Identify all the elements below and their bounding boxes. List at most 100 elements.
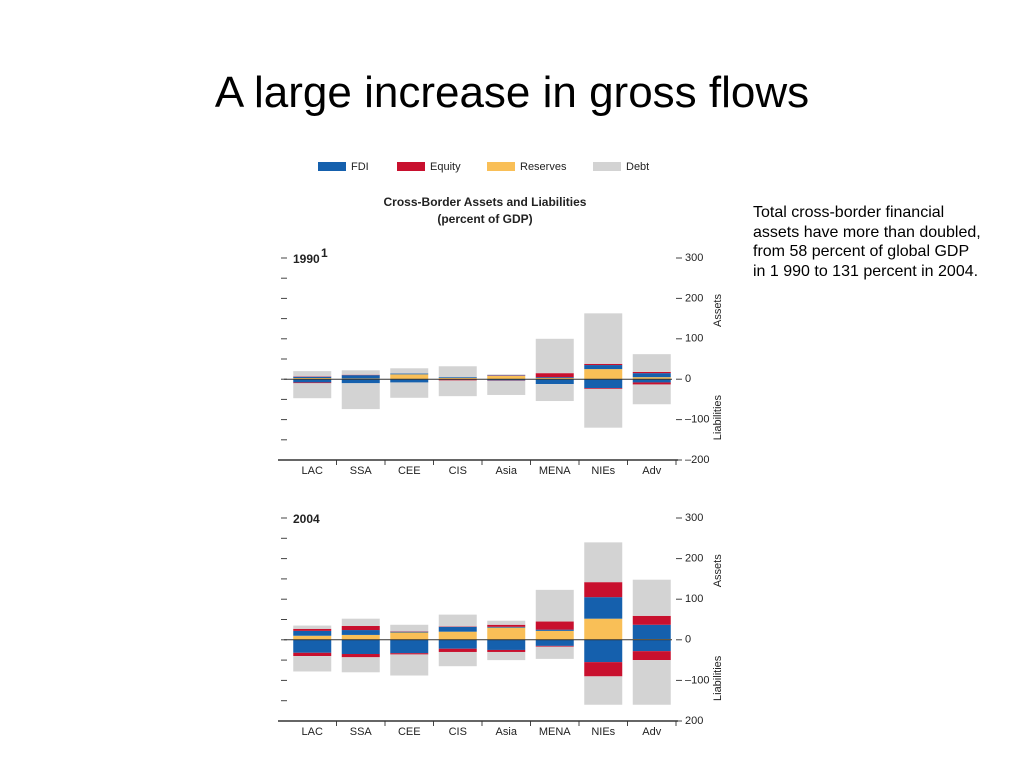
- slide-title: A large increase in gross flows: [214, 68, 810, 117]
- bar-segment: [535, 630, 574, 640]
- legend-swatch: [593, 162, 621, 171]
- bar-segment: [341, 630, 380, 635]
- x-tick-label: SSA: [350, 726, 373, 738]
- bar-segment: [584, 676, 623, 705]
- panel-title: 2004: [293, 512, 320, 526]
- bar-segment: [584, 582, 623, 598]
- bar-segment: [535, 639, 574, 646]
- bar-segment: [438, 648, 477, 652]
- bar-segment: [535, 645, 574, 647]
- bar-segment: [632, 579, 671, 616]
- bar-segment: [584, 639, 623, 663]
- bar-segment: [584, 662, 623, 677]
- bar-segment: [293, 379, 332, 383]
- bar-segment: [632, 660, 671, 705]
- bar-segment: [438, 639, 477, 649]
- y-tick-label: 200: [685, 715, 703, 727]
- bar-segment: [293, 625, 332, 629]
- bar-segment: [293, 382, 332, 384]
- legend-label: FDI: [351, 161, 369, 173]
- bar-segment: [487, 626, 526, 628]
- x-tick-label: Adv: [642, 726, 661, 738]
- bar-segment: [438, 626, 477, 632]
- bar-segment: [632, 615, 671, 625]
- bar-segment: [390, 631, 429, 633]
- y-tick-label: 0: [685, 373, 691, 385]
- y-tick-label: 300: [685, 512, 703, 524]
- bar-segment: [487, 639, 526, 650]
- bar-segment: [487, 624, 526, 627]
- bar-segment: [293, 639, 332, 653]
- note-text: Total cross-border financial assets have…: [753, 204, 981, 280]
- x-tick-label: CIS: [449, 465, 467, 477]
- bar-segment: [535, 377, 574, 380]
- bar-segment: [341, 657, 380, 673]
- bar-segment: [535, 629, 574, 631]
- bar-segment: [584, 388, 623, 389]
- bar-segment: [293, 635, 332, 640]
- bar-segment: [535, 384, 574, 402]
- bar-segment: [632, 377, 671, 380]
- y-tick-label: –100: [685, 414, 709, 426]
- legend-label: Reserves: [520, 161, 567, 173]
- bar-segment: [632, 651, 671, 661]
- bar-segment: [535, 379, 574, 385]
- y-axis-label: Liabilities: [712, 655, 724, 701]
- bar-segment: [341, 370, 380, 375]
- y-tick-label: 200: [685, 553, 703, 565]
- x-tick-label: CEE: [398, 726, 421, 738]
- bar-segment: [438, 380, 477, 397]
- bar-segment: [632, 382, 671, 385]
- chart-title: Cross-Border Assets and Liabilities: [384, 195, 587, 209]
- bar-segment: [293, 652, 332, 657]
- bar-segment: [390, 654, 429, 676]
- y-tick-label: 300: [685, 252, 703, 264]
- y-tick-label: –100: [685, 674, 709, 686]
- legend-swatch: [397, 162, 425, 171]
- bar-segment: [535, 621, 574, 630]
- bar-segment: [341, 383, 380, 410]
- x-tick-label: MENA: [539, 726, 571, 738]
- x-tick-label: LAC: [302, 726, 323, 738]
- bar-segment: [341, 375, 380, 379]
- bar-segment: [293, 371, 332, 377]
- bar-segment: [584, 388, 623, 428]
- bar-segment: [632, 384, 671, 405]
- x-tick-label: LAC: [302, 465, 323, 477]
- bar-segment: [535, 377, 574, 378]
- legend-label: Equity: [430, 161, 461, 173]
- bar-segment: [632, 373, 671, 378]
- bar-segment: [584, 313, 623, 364]
- bar-segment: [487, 379, 526, 381]
- bar-segment: [535, 338, 574, 374]
- y-tick-label: 200: [685, 292, 703, 304]
- x-tick-label: Asia: [496, 726, 518, 738]
- bar-segment: [293, 630, 332, 636]
- bar-segment: [341, 618, 380, 626]
- bar-segment: [584, 379, 623, 389]
- x-tick-label: NIEs: [591, 726, 615, 738]
- bar-segment: [584, 369, 623, 380]
- bar-segment: [390, 379, 429, 383]
- bar-segment: [438, 377, 477, 378]
- bar-segment: [390, 639, 429, 654]
- bar-segment: [438, 631, 477, 640]
- legend-swatch: [318, 162, 346, 171]
- bar-segment: [487, 649, 526, 652]
- bar-segment: [293, 628, 332, 631]
- bar-segment: [487, 620, 526, 625]
- bar-segment: [390, 373, 429, 375]
- bar-segment: [632, 624, 671, 639]
- panel-title: 1990: [293, 252, 320, 266]
- bar-segment: [341, 654, 380, 658]
- y-tick-label: 100: [685, 333, 703, 345]
- bar-segment: [487, 375, 526, 380]
- bar-segment: [487, 627, 526, 640]
- bar-segment: [293, 376, 332, 378]
- bar-segment: [535, 646, 574, 659]
- bar-segment: [487, 651, 526, 661]
- bar-segment: [390, 632, 429, 640]
- bar-segment: [535, 589, 574, 622]
